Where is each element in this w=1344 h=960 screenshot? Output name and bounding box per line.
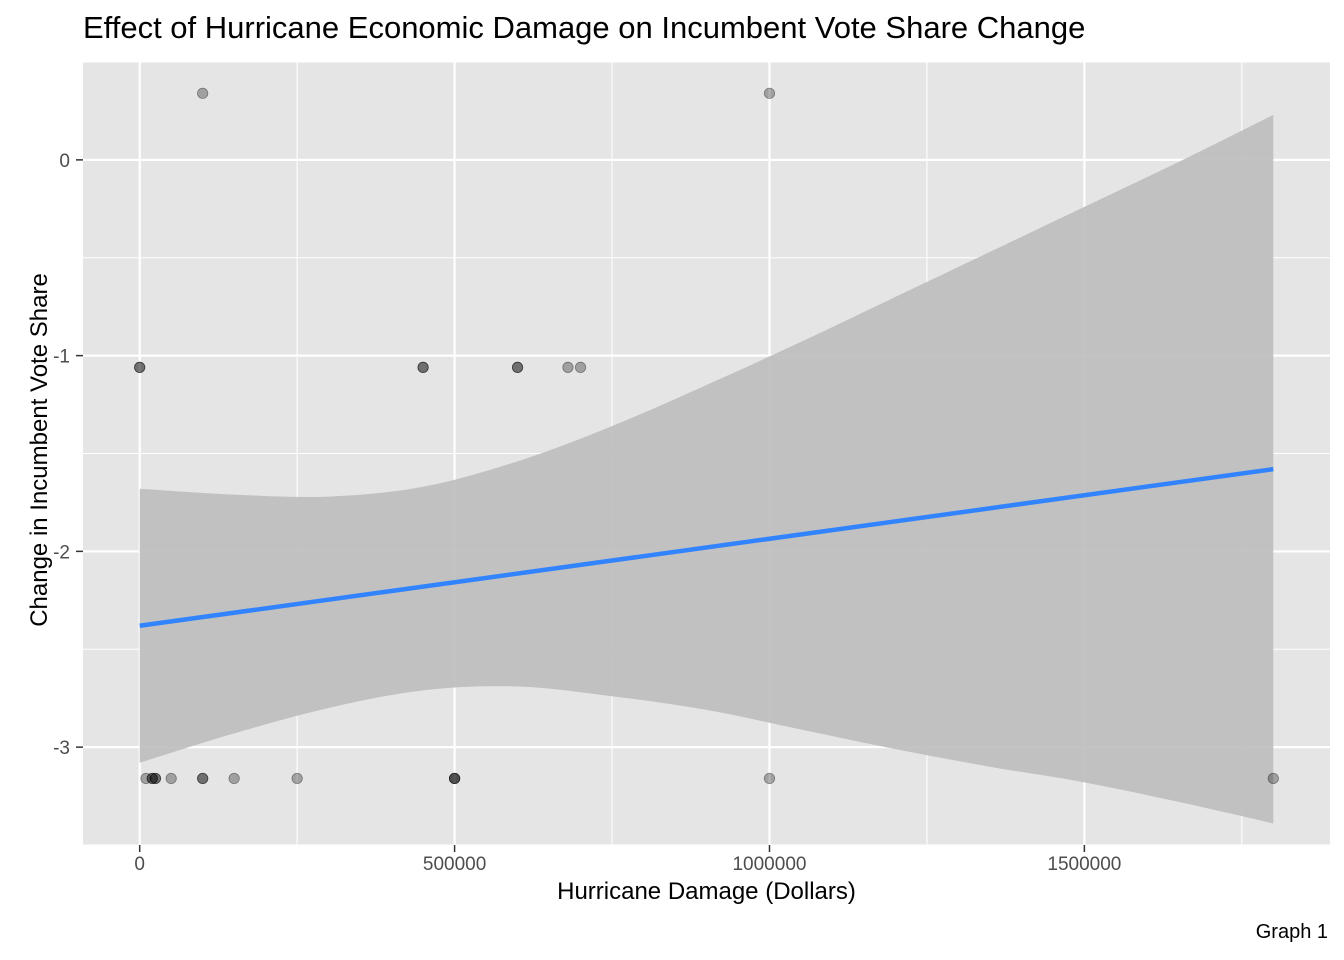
chart-title: Effect of Hurricane Economic Damage on I… (83, 10, 1086, 45)
y-tick-label: -2 (53, 542, 70, 563)
data-point (197, 87, 209, 99)
data-point (149, 772, 162, 785)
x-tick-label: 1000000 (732, 854, 806, 875)
x-tick: 500000 (423, 845, 486, 875)
x-tick: 1000000 (732, 845, 806, 875)
y-axis-label: Change in Incumbent Vote Share (26, 273, 53, 627)
data-points (134, 87, 1279, 785)
data-point (763, 772, 776, 785)
data-point (197, 772, 209, 785)
data-point (134, 361, 146, 373)
data-point (134, 361, 146, 373)
y-tick-label: -3 (53, 738, 70, 759)
data-point (562, 361, 574, 373)
data-point (448, 772, 461, 785)
data-point (574, 361, 587, 373)
data-point (146, 772, 158, 785)
data-point (228, 772, 240, 785)
x-tick-label: 1500000 (1047, 854, 1121, 875)
x-tick-label: 0 (134, 854, 145, 875)
confidence-band (139, 114, 1274, 824)
y-tick-label: -1 (53, 347, 70, 368)
data-point (149, 772, 162, 785)
data-point (146, 772, 158, 785)
x-tick: 1500000 (1047, 845, 1121, 875)
data-point (763, 87, 776, 99)
regression-line (139, 466, 1274, 628)
data-point (197, 772, 209, 785)
data-point (291, 772, 303, 785)
x-axis-label: Hurricane Damage (Dollars) (557, 878, 856, 905)
y-tick-label: 0 (59, 151, 70, 172)
y-axis: 0 -1 -2 -3 (53, 151, 83, 759)
data-point (448, 772, 461, 785)
x-axis: 0 500000 1000000 1500000 (134, 845, 1121, 875)
chart-caption: Graph 1 (1255, 921, 1328, 943)
y-tick: -1 (53, 347, 83, 368)
data-point (140, 772, 152, 785)
y-tick: -3 (53, 738, 83, 759)
data-point (417, 361, 429, 373)
x-tick-label: 500000 (423, 854, 486, 875)
x-tick: 0 (134, 845, 145, 875)
data-point (417, 361, 429, 373)
data-point (448, 772, 461, 785)
y-tick: -2 (53, 542, 83, 563)
y-tick: 0 (59, 151, 83, 172)
data-point (511, 361, 524, 373)
data-point (511, 361, 524, 373)
data-point (1267, 772, 1279, 785)
data-point (165, 772, 177, 785)
